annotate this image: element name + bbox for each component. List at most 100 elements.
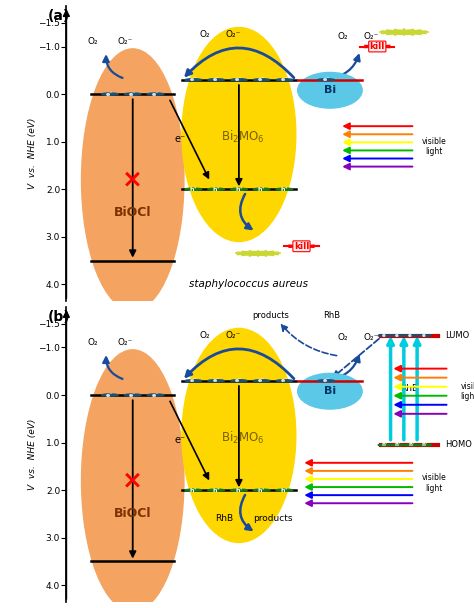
Text: O₂⁻: O₂⁻ — [364, 32, 379, 41]
Text: e⁻: e⁻ — [258, 378, 265, 383]
Text: e⁻: e⁻ — [174, 134, 186, 143]
Text: RhB: RhB — [215, 514, 233, 523]
Text: e⁻: e⁻ — [152, 92, 159, 97]
Text: O₂: O₂ — [338, 333, 348, 342]
Text: e⁻: e⁻ — [281, 77, 288, 82]
Text: h⁺: h⁺ — [235, 488, 243, 492]
Text: e⁻: e⁻ — [212, 77, 220, 82]
Circle shape — [253, 188, 270, 190]
Circle shape — [253, 489, 270, 491]
Text: O₂⁻: O₂⁻ — [118, 37, 133, 46]
Text: h⁺: h⁺ — [395, 443, 401, 447]
Y-axis label: V  vs.  NHE (eV): V vs. NHE (eV) — [28, 118, 37, 189]
Circle shape — [230, 489, 247, 491]
Text: O₂⁻: O₂⁻ — [118, 338, 133, 347]
Text: ×: × — [122, 469, 143, 492]
Text: kill: kill — [370, 42, 385, 51]
Circle shape — [185, 79, 202, 81]
Text: $\mathrm{Bi_2MO_6}$: $\mathrm{Bi_2MO_6}$ — [221, 129, 264, 145]
Circle shape — [276, 380, 293, 382]
Circle shape — [101, 394, 118, 396]
Text: O₂⁻: O₂⁻ — [226, 331, 241, 340]
Text: h⁺: h⁺ — [258, 488, 265, 492]
Text: $\mathrm{Bi_2MO_6}$: $\mathrm{Bi_2MO_6}$ — [221, 430, 264, 446]
Text: e⁻: e⁻ — [322, 77, 330, 82]
Circle shape — [392, 335, 405, 336]
Circle shape — [405, 444, 418, 446]
Circle shape — [276, 489, 293, 491]
Y-axis label: V  vs.  NHE (eV): V vs. NHE (eV) — [28, 419, 37, 490]
Circle shape — [378, 335, 392, 336]
Text: e⁻: e⁻ — [190, 77, 197, 82]
Text: HOMO: HOMO — [446, 440, 473, 449]
Text: O₂: O₂ — [88, 338, 98, 347]
Circle shape — [276, 79, 293, 81]
Text: O₂⁻: O₂⁻ — [364, 333, 379, 342]
Circle shape — [147, 93, 164, 95]
Text: e⁻: e⁻ — [235, 378, 243, 383]
Text: e⁻: e⁻ — [322, 378, 330, 383]
Text: visible
light: visible light — [422, 137, 447, 156]
Text: e⁻: e⁻ — [174, 435, 186, 444]
Circle shape — [208, 489, 225, 491]
Text: RhB: RhB — [323, 311, 340, 320]
Text: O₂: O₂ — [88, 37, 98, 46]
Text: RhB: RhB — [401, 384, 419, 393]
Text: e⁻: e⁻ — [152, 393, 159, 398]
Text: h⁺: h⁺ — [212, 488, 220, 492]
Text: e⁻: e⁻ — [281, 378, 288, 383]
Text: e⁻: e⁻ — [235, 77, 243, 82]
Circle shape — [418, 444, 431, 446]
Text: h⁺: h⁺ — [408, 443, 415, 447]
Circle shape — [253, 380, 270, 382]
Text: Bi: Bi — [324, 386, 336, 396]
Circle shape — [185, 380, 202, 382]
Text: O₂: O₂ — [338, 32, 348, 41]
Text: e⁻: e⁻ — [408, 333, 415, 338]
Text: BiOCl: BiOCl — [114, 207, 152, 219]
Text: Bi: Bi — [324, 85, 336, 95]
Text: BiOCl: BiOCl — [114, 508, 152, 520]
Circle shape — [378, 444, 392, 446]
Text: products: products — [253, 514, 293, 523]
Circle shape — [185, 188, 202, 190]
Circle shape — [230, 380, 247, 382]
Text: ×: × — [122, 168, 143, 192]
Text: (b): (b) — [47, 309, 70, 323]
Text: h⁺: h⁺ — [281, 488, 288, 492]
Text: h⁺: h⁺ — [258, 187, 265, 192]
Text: e⁻: e⁻ — [212, 378, 220, 383]
Ellipse shape — [82, 49, 184, 311]
Text: h⁺: h⁺ — [190, 488, 197, 492]
Circle shape — [318, 79, 335, 81]
Text: e⁻: e⁻ — [106, 393, 114, 398]
Text: h⁺: h⁺ — [281, 187, 288, 192]
Text: e⁻: e⁻ — [421, 333, 428, 338]
Text: visible
light: visible light — [422, 473, 447, 492]
Text: h⁺: h⁺ — [382, 443, 388, 447]
Circle shape — [405, 335, 418, 336]
Text: O₂: O₂ — [200, 331, 210, 340]
Circle shape — [208, 79, 225, 81]
Text: h⁺: h⁺ — [212, 187, 220, 192]
Circle shape — [276, 188, 293, 190]
Text: O₂: O₂ — [200, 30, 210, 39]
Circle shape — [208, 380, 225, 382]
Text: (a): (a) — [47, 9, 70, 22]
Text: h⁺: h⁺ — [421, 443, 428, 447]
Circle shape — [101, 93, 118, 95]
Circle shape — [208, 188, 225, 190]
Ellipse shape — [298, 72, 362, 108]
Circle shape — [392, 444, 405, 446]
Text: h⁺: h⁺ — [190, 187, 197, 192]
Text: e⁻: e⁻ — [106, 92, 114, 97]
Ellipse shape — [82, 350, 184, 608]
Circle shape — [185, 489, 202, 491]
Circle shape — [253, 79, 270, 81]
Text: products: products — [253, 311, 290, 320]
Text: e⁻: e⁻ — [129, 393, 137, 398]
Ellipse shape — [182, 328, 296, 542]
Circle shape — [230, 188, 247, 190]
Ellipse shape — [298, 373, 362, 409]
Circle shape — [318, 380, 335, 382]
